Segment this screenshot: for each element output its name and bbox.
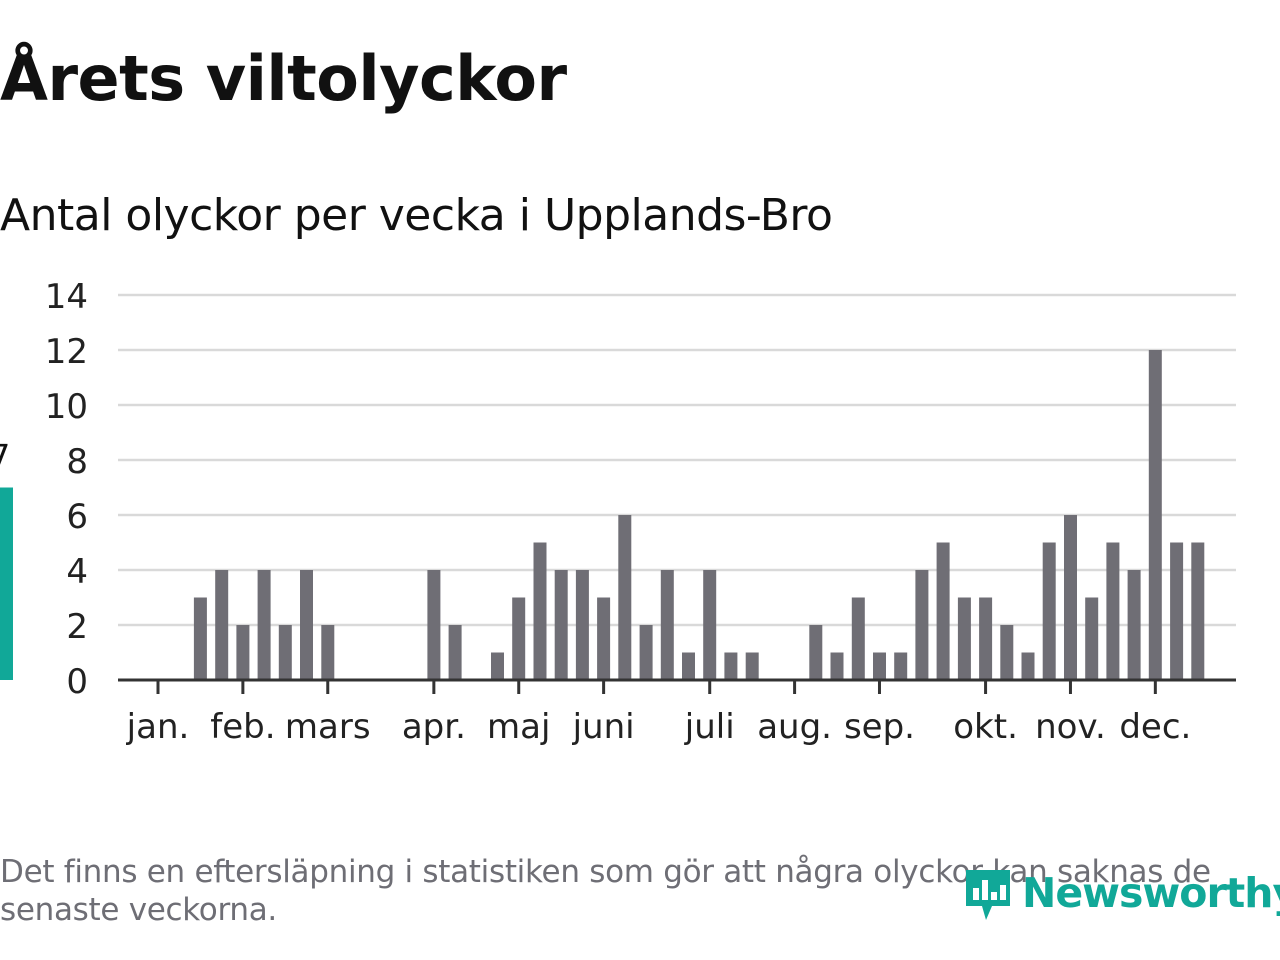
x-tick-label: juni (572, 707, 635, 747)
bar (448, 625, 462, 680)
bar (1148, 350, 1162, 680)
bar (1106, 542, 1120, 680)
bar (618, 515, 632, 680)
bar (533, 542, 547, 680)
bar (1085, 597, 1099, 680)
bar (278, 625, 292, 680)
y-tick-label: 0 (66, 662, 88, 702)
x-tick-label: okt. (953, 707, 1018, 747)
x-tick-label: mars (285, 707, 371, 747)
bar (512, 597, 526, 680)
brand-logo[interactable]: Newsworthy (962, 858, 1280, 928)
x-tick-label: aug. (757, 707, 832, 747)
bar (957, 597, 971, 680)
bar (554, 570, 568, 680)
bar (575, 570, 589, 680)
bar (1000, 625, 1014, 680)
y-tick-label: 12 (45, 332, 88, 372)
bar (660, 570, 674, 680)
bar (491, 652, 504, 680)
bar (809, 625, 823, 680)
bar (215, 570, 229, 680)
bar (851, 597, 865, 680)
y-tick-label: 10 (45, 387, 88, 427)
bar (321, 625, 335, 680)
bar (894, 652, 908, 680)
x-tick-label: jan. (126, 707, 190, 747)
y-tick-label: 14 (45, 277, 88, 317)
x-tick-label: juli (684, 707, 735, 747)
bar (703, 570, 717, 680)
bar (915, 570, 929, 680)
x-axis-ticks: jan. feb. mars apr. maj juni juli aug. sep. okt. n… (126, 680, 1191, 747)
data-labels: 7 (0, 438, 10, 476)
bar (1021, 652, 1035, 680)
bar (1170, 542, 1184, 680)
bar (193, 597, 207, 680)
bar (257, 570, 271, 680)
chart-subtitle: Antal olyckor per vecka i Upplands-Bro (0, 190, 833, 241)
y-tick-label: 4 (66, 552, 88, 592)
x-tick-label: nov. (1035, 707, 1106, 747)
x-tick-label: feb. (210, 707, 275, 747)
bars (0, 350, 1205, 680)
x-tick-label: apr. (402, 707, 466, 747)
y-tick-label: 2 (66, 607, 88, 647)
bar (1064, 515, 1077, 680)
x-tick-label: maj (487, 707, 550, 747)
brand-name: Newsworthy (1022, 869, 1280, 917)
bar (427, 570, 441, 680)
y-tick-label: 6 (66, 497, 88, 537)
bar-highlight (0, 487, 13, 680)
bar (682, 652, 695, 680)
bar (979, 597, 993, 680)
x-tick-label: sep. (844, 707, 915, 747)
bar (1127, 570, 1141, 680)
bar-chart: 0 2 4 6 8 10 12 14 jan. feb. mars apr. maj juni juli a… (0, 277, 1236, 747)
bar (639, 625, 653, 680)
x-tick-label: dec. (1119, 707, 1191, 747)
bar (1191, 542, 1205, 680)
bar (1042, 542, 1056, 680)
bar (873, 652, 886, 680)
bar (745, 652, 759, 680)
bar (724, 652, 738, 680)
bar (936, 542, 950, 680)
y-axis-ticks: 0 2 4 6 8 10 12 14 (45, 277, 88, 702)
y-tick-label: 8 (66, 442, 88, 482)
data-label: 7 (0, 438, 10, 476)
chart-title: Årets viltolyckor (0, 42, 567, 115)
bar (300, 570, 313, 680)
newsworthy-logo-icon (966, 870, 1010, 920)
bar (597, 597, 611, 680)
bar (236, 625, 250, 680)
bar (830, 652, 844, 680)
